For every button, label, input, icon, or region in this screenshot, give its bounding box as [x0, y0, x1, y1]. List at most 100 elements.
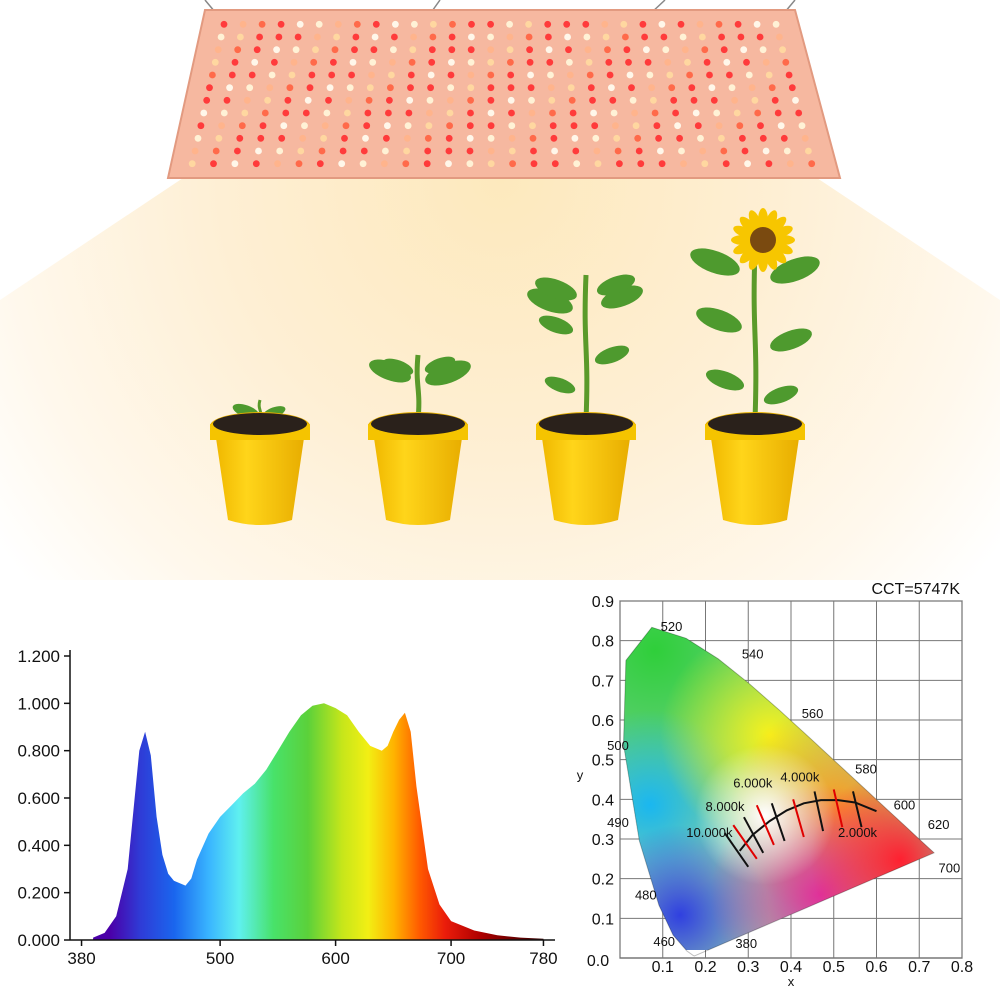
led-chip: [748, 84, 756, 92]
led-chip: [639, 20, 647, 28]
led-chip: [783, 147, 791, 155]
led-chip: [445, 134, 453, 142]
led-chip: [670, 96, 678, 104]
wavelength-label: 700: [938, 861, 960, 876]
led-chip: [506, 46, 514, 54]
led-chip: [602, 33, 610, 41]
led-chip: [342, 122, 350, 130]
led-chip: [668, 84, 676, 92]
led-chip: [731, 96, 738, 104]
wavelength-label: 580: [855, 762, 877, 777]
flower-pot: [368, 412, 468, 525]
led-chip: [276, 147, 284, 155]
led-chip: [585, 58, 593, 66]
led-chip: [782, 58, 790, 66]
led-chip: [341, 134, 348, 142]
y-tick-label: 0.600: [17, 789, 60, 808]
led-chip: [296, 20, 304, 28]
wavelength-label: 560: [802, 706, 824, 721]
led-chip: [601, 20, 609, 28]
isotherm-line: [723, 832, 750, 868]
led-chip: [587, 84, 595, 92]
led-chip: [653, 122, 661, 130]
sunflower-petal: [764, 210, 778, 233]
led-chip: [570, 122, 578, 130]
cie-plot-frame: [619, 600, 963, 959]
led-chip: [722, 160, 730, 168]
led-chip: [409, 46, 417, 54]
led-chip: [737, 33, 745, 41]
led-chip: [238, 122, 246, 130]
led-chip: [318, 147, 326, 155]
led-chip: [348, 71, 355, 79]
cie-x-tick-label: 0.5: [823, 959, 845, 976]
flower-pot: [536, 412, 636, 525]
led-chip: [257, 134, 265, 142]
led-chip: [403, 147, 410, 155]
led-chip: [507, 84, 515, 92]
led-chip: [388, 71, 395, 79]
pot-soil: [213, 413, 307, 435]
led-chip: [314, 33, 321, 41]
led-chip: [506, 33, 514, 41]
isotherm-line: [743, 816, 765, 854]
isotherm-line: [832, 789, 844, 828]
led-chip: [548, 96, 556, 104]
led-chip: [231, 160, 239, 168]
led-array: [188, 20, 816, 168]
led-chip: [798, 122, 806, 130]
led-chip: [632, 122, 640, 130]
led-chip: [508, 109, 515, 117]
plant-leaf: [424, 356, 456, 374]
led-chip: [785, 71, 793, 79]
led-chip: [353, 20, 361, 28]
planckian-locus: [738, 799, 877, 852]
led-chip: [467, 96, 474, 104]
pot-soil: [708, 413, 802, 435]
led-chip: [290, 58, 298, 66]
led-chip: [253, 46, 261, 54]
led-chip: [243, 96, 251, 104]
led-chip: [677, 20, 685, 28]
led-chip: [214, 46, 222, 54]
isotherm-line: [770, 802, 786, 842]
led-chip: [751, 96, 759, 104]
led-chip: [266, 84, 274, 92]
wavelength-label: 380: [735, 936, 757, 951]
led-chip: [680, 160, 687, 168]
led-chip: [274, 160, 281, 168]
led-chip: [390, 46, 397, 54]
led-chip: [218, 122, 226, 130]
led-chip: [527, 84, 535, 92]
led-chip: [448, 33, 456, 41]
led-chip: [805, 147, 812, 155]
led-chip: [203, 96, 211, 104]
led-chip: [776, 33, 783, 41]
y-tick-label: 1.000: [17, 694, 60, 713]
sunflower-icon: [690, 208, 820, 421]
led-chip: [487, 33, 494, 41]
plant-stem: [582, 274, 590, 421]
led-chip: [487, 109, 495, 117]
led-chip: [546, 58, 554, 66]
led-chip: [302, 109, 310, 117]
wavelength-label: 490: [607, 815, 629, 830]
led-chip: [351, 46, 358, 54]
led-chip: [211, 58, 219, 66]
cie-x-tick-label: 0.7: [908, 959, 930, 976]
led-chip: [744, 160, 751, 168]
led-chip: [609, 96, 617, 104]
led-chip: [508, 122, 516, 130]
x-tick-label: 500: [206, 949, 234, 968]
led-chip: [220, 20, 228, 28]
led-chip: [623, 46, 631, 54]
grow-light-scene: [0, 0, 1000, 580]
y-tick-label: 0.400: [17, 836, 60, 855]
led-chip: [507, 71, 515, 79]
led-chip: [391, 33, 398, 41]
led-chip: [658, 160, 666, 168]
led-chip: [808, 160, 816, 168]
young-plant-icon: [369, 354, 471, 421]
plant-stage-2: [368, 354, 471, 525]
led-chip: [368, 71, 375, 79]
